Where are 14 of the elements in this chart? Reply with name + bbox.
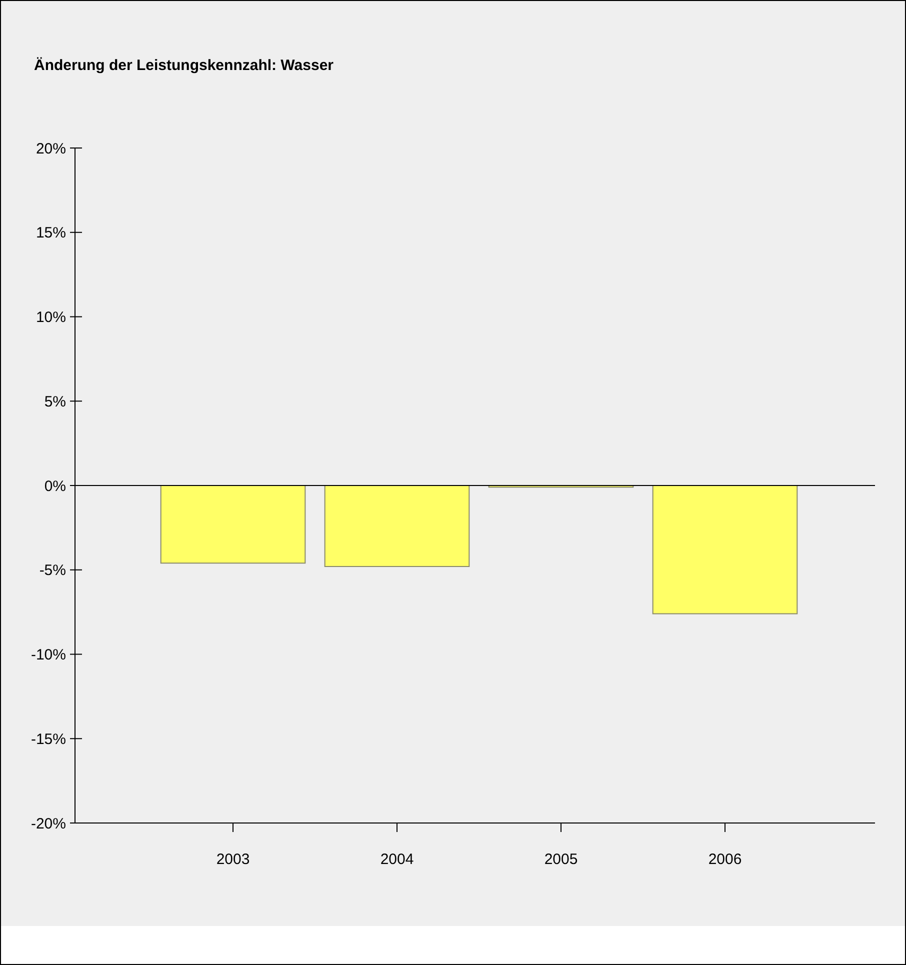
y-tick-label: -10% [30,646,66,664]
y-tick-label: -15% [30,730,66,748]
y-tick-label: 20% [36,140,66,158]
y-tick-label: 0% [44,478,66,495]
x-tick-label: 2005 [544,851,578,868]
y-tick-label: -20% [30,815,66,832]
y-tick-label: 10% [36,309,66,326]
y-tick-label: -5% [39,562,66,580]
x-tick-label: 2006 [708,851,742,868]
y-tick-label: 15% [36,224,66,242]
y-tick-label: 5% [44,393,66,410]
x-tick-label: 2004 [380,851,414,868]
chart-title: Änderung der Leistungskennzahl: Wasser [34,57,334,74]
x-tick-label: 2003 [216,851,250,868]
